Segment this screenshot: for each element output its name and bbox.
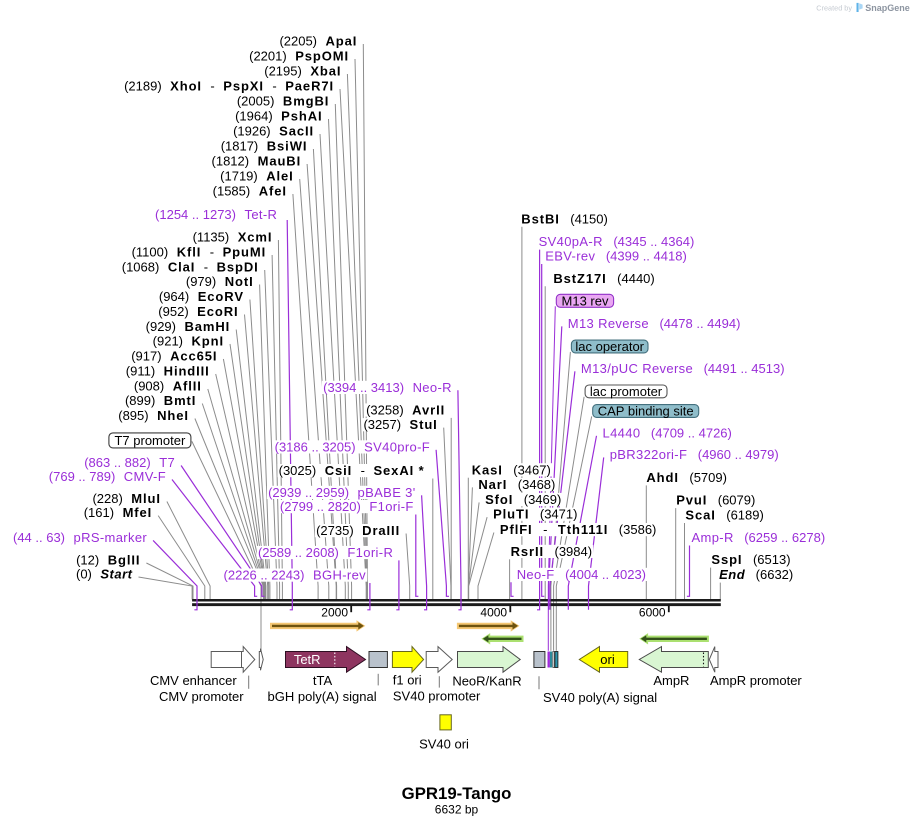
svg-text:(1964)PshAI: (1964) PshAI [235, 109, 322, 124]
svg-text:GPR19-Tango: GPR19-Tango [402, 784, 512, 803]
svg-text:2000: 2000 [321, 606, 348, 620]
svg-text:NarI(3468): NarI (3468) [478, 477, 555, 492]
svg-text:ori: ori [600, 652, 615, 667]
svg-text:Created by: Created by [816, 3, 852, 12]
svg-text:PluTI(3471): PluTI (3471) [493, 507, 577, 522]
svg-text:(979)NotI: (979) NotI [186, 274, 254, 289]
svg-text:f1 ori: f1 ori [393, 673, 422, 688]
svg-text:AmpR promoter: AmpR promoter [710, 673, 802, 688]
svg-text:SnapGene: SnapGene [865, 3, 910, 13]
svg-text:(12)BglII: (12) BglII [76, 553, 140, 568]
svg-text:4000: 4000 [480, 606, 507, 620]
svg-text:(2201)PspOMI: (2201) PspOMI [249, 49, 349, 64]
svg-text:SV40pA-R(4345 .. 4364): SV40pA-R (4345 .. 4364) [539, 234, 695, 249]
svg-text:SV40 promoter: SV40 promoter [393, 688, 481, 703]
svg-text:M13 rev: M13 rev [562, 293, 609, 308]
svg-text:(899)BmtI: (899) BmtI [125, 393, 196, 408]
svg-text:(1926)SacII: (1926) SacII [233, 124, 314, 139]
svg-text:NeoR/KanR: NeoR/KanR [452, 673, 521, 688]
svg-text:(2205)ApaI: (2205) ApaI [279, 34, 357, 49]
svg-text:BstZ17I(4440): BstZ17I (4440) [553, 271, 654, 286]
svg-text:tTA: tTA [313, 673, 333, 688]
svg-text:RsrII(3984): RsrII (3984) [511, 544, 592, 559]
svg-text:(3257)StuI: (3257) StuI [363, 417, 437, 432]
svg-text:Neo-F(4004 .. 4023): Neo-F (4004 .. 4023) [517, 567, 646, 582]
svg-text:TetR: TetR [294, 652, 321, 667]
svg-text:(44 .. 63)pRS-marker: (44 .. 63) pRS-marker [13, 530, 147, 545]
svg-text:KasI(3467): KasI (3467) [472, 462, 551, 477]
svg-text:(908)AflII: (908) AflII [134, 379, 202, 394]
svg-text:(917)Acc65I: (917) Acc65I [131, 349, 217, 364]
svg-text:M13/pUC Reverse(4491 .. 4513): M13/pUC Reverse (4491 .. 4513) [581, 361, 785, 376]
svg-text:(2195)XbaI: (2195) XbaI [264, 64, 341, 79]
svg-text:6632 bp: 6632 bp [435, 803, 479, 817]
svg-text:bGH poly(A) signal: bGH poly(A) signal [268, 689, 377, 704]
svg-text:(952)EcoRI: (952) EcoRI [158, 304, 238, 319]
svg-text:(1135)XcmI: (1135) XcmI [193, 230, 273, 245]
svg-text:(2226 .. 2243)BGH-rev: (2226 .. 2243) BGH-rev [224, 568, 367, 583]
svg-text:(1585)AfeI: (1585) AfeI [213, 184, 287, 199]
svg-text:(769 .. 789)CMV-F: (769 .. 789) CMV-F [49, 469, 166, 484]
svg-text:M13 Reverse(4478 .. 4494): M13 Reverse (4478 .. 4494) [568, 316, 741, 331]
svg-text:(3025)CsiI-SexAI *: (3025) CsiI - SexAI * [279, 463, 425, 478]
svg-text:Amp-R(6259 .. 6278): Amp-R (6259 .. 6278) [692, 530, 826, 545]
svg-text:(2189)XhoI-PspXI-PaeR7I: (2189) XhoI - PspXI - PaeR7I [124, 79, 334, 94]
svg-text:SV40 poly(A) signal: SV40 poly(A) signal [543, 690, 657, 705]
svg-text:L4440(4709 .. 4726): L4440 (4709 .. 4726) [603, 425, 732, 440]
svg-text:(2735)DraIII: (2735) DraIII [316, 523, 400, 538]
svg-text:T7 promoter: T7 promoter [114, 433, 185, 448]
svg-text:(228)MluI: (228) MluI [92, 491, 160, 506]
svg-text:6000: 6000 [639, 606, 666, 620]
svg-text:(3186 .. 3205)SV40pro-F: (3186 .. 3205) SV40pro-F [275, 439, 430, 454]
svg-text:(3258)AvrII: (3258) AvrII [366, 403, 445, 418]
svg-text:(0)Start: (0) Start [76, 567, 133, 582]
svg-text:BstBI(4150): BstBI (4150) [521, 211, 608, 226]
svg-text:CMV enhancer: CMV enhancer [150, 673, 237, 688]
svg-text:AmpR: AmpR [653, 673, 689, 688]
svg-text:(895)NheI: (895) NheI [118, 408, 189, 423]
svg-text:ScaI(6189): ScaI (6189) [685, 508, 763, 523]
svg-text:(1254 .. 1273)Tet-R: (1254 .. 1273) Tet-R [155, 207, 277, 222]
svg-text:pBR322ori-F(4960 .. 4979): pBR322ori-F (4960 .. 4979) [610, 447, 779, 462]
svg-text:(863 .. 882)T7: (863 .. 882) T7 [84, 455, 175, 470]
svg-text:(921)KpnI: (921) KpnI [153, 334, 224, 349]
svg-text:(929)BamHI: (929) BamHI [146, 319, 231, 334]
svg-text:(1068)ClaI-BspDI: (1068) ClaI - BspDI [122, 260, 259, 275]
svg-text:(161)MfeI: (161) MfeI [84, 505, 152, 520]
svg-text:End(6632): End (6632) [719, 567, 793, 582]
svg-text:(911)HindIII: (911) HindIII [126, 364, 210, 379]
svg-text:(3394 .. 3413)Neo-R: (3394 .. 3413) Neo-R [323, 380, 452, 395]
svg-text:(964)EcoRV: (964) EcoRV [159, 289, 244, 304]
svg-text:lac operator: lac operator [575, 339, 644, 354]
svg-text:CAP binding site: CAP binding site [598, 404, 694, 419]
svg-text:SV40 ori: SV40 ori [419, 736, 469, 751]
svg-text:(1100)KflI-PpuMI: (1100) KflI - PpuMI [132, 245, 267, 260]
svg-text:(1817)BsiWI: (1817) BsiWI [221, 139, 308, 154]
svg-text:(2939 .. 2959)pBABE 3': (2939 .. 2959) pBABE 3' [268, 485, 416, 500]
svg-text:EBV-rev(4399 .. 4418): EBV-rev (4399 .. 4418) [545, 249, 687, 264]
svg-text:PflFI-Tth111I(3586): PflFI - Tth111I (3586) [500, 522, 656, 537]
svg-text:lac promoter: lac promoter [590, 384, 663, 399]
svg-text:(1719)AleI: (1719) AleI [220, 169, 294, 184]
svg-text:(2799 .. 2820)F1ori-F: (2799 .. 2820) F1ori-F [280, 499, 414, 514]
svg-text:SspI(6513): SspI (6513) [711, 552, 790, 567]
svg-text:(2589 .. 2608)F1ori-R: (2589 .. 2608) F1ori-R [258, 545, 393, 560]
svg-text:(1812)MauBI: (1812) MauBI [212, 154, 302, 169]
svg-text:PvuI(6079): PvuI (6079) [676, 493, 755, 508]
svg-text:(2005)BmgBI: (2005) BmgBI [237, 94, 329, 109]
svg-text:SfoI(3469): SfoI (3469) [485, 492, 561, 507]
svg-text:CMV promoter: CMV promoter [159, 689, 244, 704]
svg-text:AhdI(5709): AhdI (5709) [646, 470, 727, 485]
